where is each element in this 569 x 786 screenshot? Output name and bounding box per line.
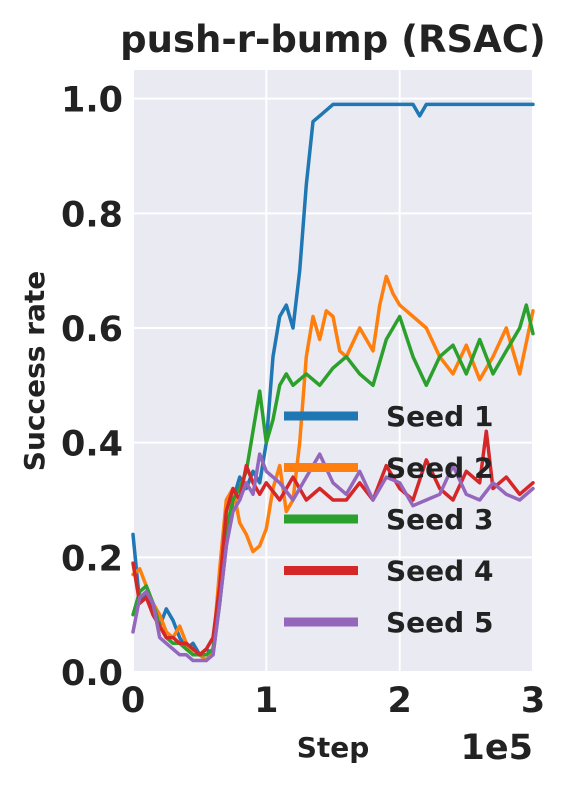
series-line-seed-5 xyxy=(131,452,535,663)
y-tick-label: 0.8 xyxy=(61,195,123,235)
x-axis-label: Step xyxy=(297,731,370,764)
legend-label-seed-2: Seed 2 xyxy=(386,452,493,485)
y-tick-label: 0.6 xyxy=(61,310,123,350)
x-tick-label: 3 xyxy=(521,681,545,721)
x-tick-label: 0 xyxy=(121,681,145,721)
x-axis-multiplier: 1e5 xyxy=(461,728,533,768)
y-tick-label: 1.0 xyxy=(61,81,123,121)
x-tick-label: 2 xyxy=(387,681,411,721)
legend-label-seed-4: Seed 4 xyxy=(386,555,493,588)
chart-title: push-r-bump (RSAC) xyxy=(120,18,546,61)
tick-labels: 0 1 2 3 0.0 0.2 0.4 0.6 0.8 1.0 xyxy=(61,81,545,721)
legend-label-seed-5: Seed 5 xyxy=(386,606,493,639)
legend: Seed 1 Seed 2 Seed 3 Seed 4 Seed 5 xyxy=(284,400,493,639)
legend-label-seed-1: Seed 1 xyxy=(386,400,493,433)
legend-label-seed-3: Seed 3 xyxy=(386,503,493,536)
y-tick-label: 0.4 xyxy=(61,425,123,465)
y-tick-label: 0.0 xyxy=(61,654,123,694)
series-lines xyxy=(131,102,535,663)
y-axis-label: Success rate xyxy=(18,271,51,471)
x-tick-label: 1 xyxy=(254,681,278,721)
y-tick-label: 0.2 xyxy=(61,539,123,579)
grid xyxy=(132,70,534,673)
series-line-seed-4 xyxy=(131,429,535,657)
